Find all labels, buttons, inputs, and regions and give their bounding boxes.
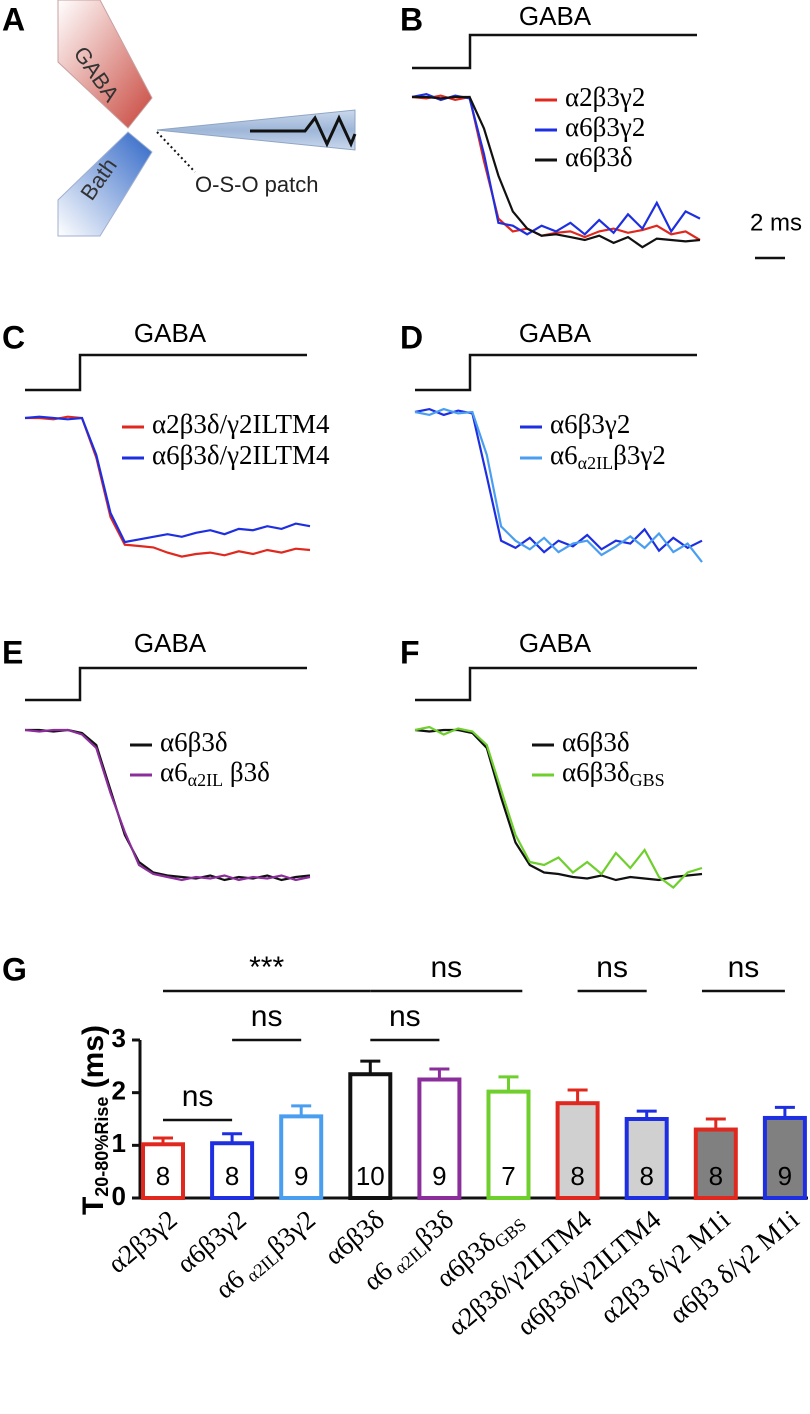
subscript: α2IL [188,770,223,790]
legend-label: α2β3δ/γ2ILTM4 [152,409,330,439]
gaba-step [412,33,697,70]
legend-label: α6β3γ2 [565,112,645,142]
trace [24,728,311,882]
subscript: 20-80%Rise [92,1097,112,1197]
n-label: 10 [356,1161,385,1191]
scale-bar-label: 2 ms [750,209,802,236]
panel-letter: B [400,1,423,37]
y-tick-label: 0 [112,1181,126,1211]
text-part: α6β3γ2 [171,1204,252,1279]
legend-label: α6β3δGBS [562,757,665,790]
n-label: 8 [225,1161,239,1191]
trace [414,728,703,882]
significance-label: ns [251,1000,283,1033]
legend-label: α6α2IL β3δ [160,757,270,790]
text-part: (ms) [77,1025,110,1097]
n-label: 8 [639,1161,653,1191]
n-label: 7 [501,1161,515,1191]
significance-label: ns [728,951,760,984]
panel-letter: G [2,951,27,987]
panel-letter: C [2,319,25,355]
text-part: α6 [160,757,188,787]
text-part: α6 [550,440,578,470]
bar [279,1114,324,1201]
stimulus-label: GABA [519,318,592,348]
trace [412,95,701,249]
patch-pointer [156,131,196,173]
text-part: α2β3γ2 [102,1204,183,1279]
gaba-step [25,353,307,392]
text-part: β3γ2 [613,440,666,470]
legend-label: α6β3δ [565,142,633,172]
x-tick-label: α2β3γ2 [102,1204,183,1279]
trace [24,415,311,544]
patch-label: O-S-O patch [195,172,318,197]
trace [414,407,703,554]
n-label: 9 [432,1161,446,1191]
stimulus-label: GABA [134,628,207,658]
subscript: α2IL [578,453,613,473]
legend-label: α6β3γ2 [550,409,630,439]
trace [414,725,703,889]
bar [486,1089,531,1200]
trace [411,92,701,236]
bar [762,1115,807,1200]
stimulus-label: GABA [519,1,592,31]
significance-label: *** [249,951,284,984]
significance-label: ns [430,951,462,984]
text-part: T [77,1197,110,1215]
gaba-pipe [57,0,153,129]
subscript: GBS [630,770,665,790]
bar [141,1142,185,1201]
significance-label: ns [596,951,628,984]
y-tick-label: 2 [112,1076,126,1106]
n-label: 8 [570,1161,584,1191]
gaba-step [415,666,697,702]
gaba-step [415,353,697,392]
x-tick-label: α6β3γ2 [171,1204,252,1279]
legend-label: α6β3δ [562,727,630,757]
trace [414,407,703,563]
legend-label: α6β3δ/γ2ILTM4 [152,440,330,470]
bar [210,1141,255,1201]
text-part: β3δ [223,757,270,787]
panel-letter: D [400,319,423,355]
trace [411,94,701,241]
y-tick-label: 3 [112,1023,126,1053]
bath-pipe [57,131,153,237]
legend-label: α6β3δ [160,727,228,757]
panel-letter: E [2,634,23,670]
legend-label: α2β3γ2 [565,82,645,112]
legend-label: α6α2ILβ3γ2 [550,440,666,473]
trace [25,415,311,558]
n-label: 9 [294,1161,308,1191]
bar [555,1101,600,1200]
bar [693,1127,738,1200]
n-label: 9 [778,1161,792,1191]
stimulus-label: GABA [134,318,207,348]
y-tick-label: 1 [112,1128,126,1158]
bar [417,1077,462,1200]
n-label: 8 [709,1161,723,1191]
y-axis-title: T20-80%Rise (ms) [77,1025,112,1215]
pipette-wire [250,114,357,148]
significance-label: ns [182,1080,214,1113]
panel-letter: A [2,1,25,37]
bar [624,1117,669,1200]
significance-label: ns [389,1000,421,1033]
stimulus-label: GABA [519,628,592,658]
gaba-step [25,666,307,702]
panel-letter: F [400,634,420,670]
bar [348,1072,393,1200]
n-label: 8 [156,1161,170,1191]
text-part: α6β3δ [562,757,630,787]
